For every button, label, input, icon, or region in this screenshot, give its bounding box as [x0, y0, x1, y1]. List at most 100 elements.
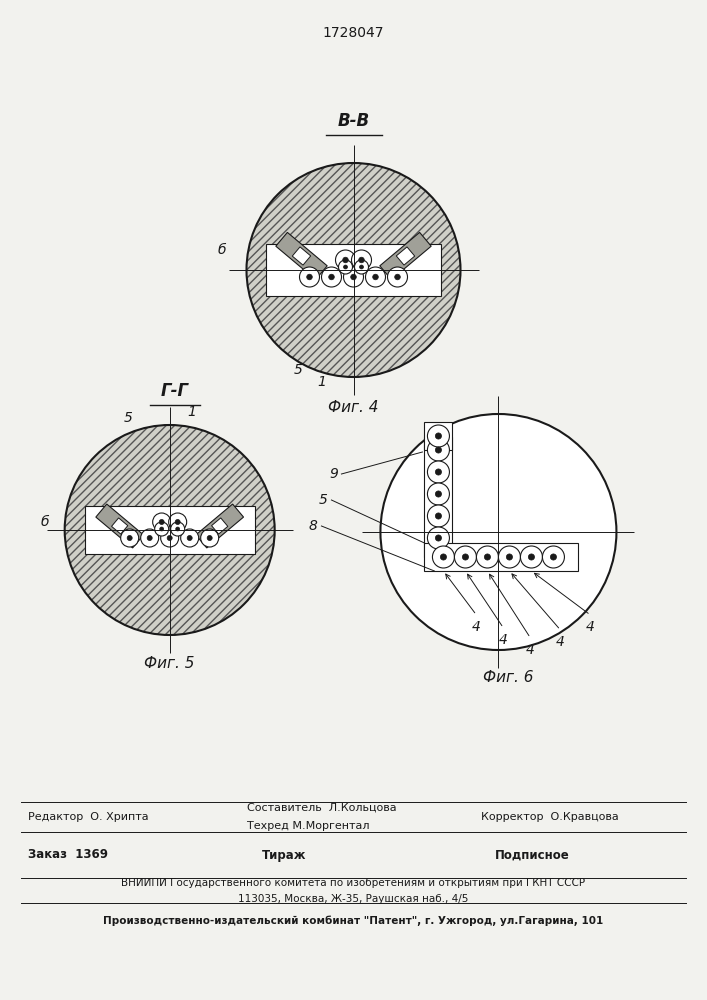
Text: Подписное: Подписное	[495, 848, 570, 861]
Circle shape	[351, 250, 371, 270]
Text: ВНИИПИ Государственного комитета по изобретениям и открытиям при ГКНТ СССР: ВНИИПИ Государственного комитета по изоб…	[122, 878, 585, 888]
Text: 4: 4	[499, 633, 508, 647]
Bar	[424, 437, 452, 557]
Text: Фиг. 6: Фиг. 6	[483, 670, 534, 686]
Circle shape	[207, 535, 212, 541]
Text: Техред М.Моргентал: Техред М.Моргентал	[247, 821, 370, 831]
Circle shape	[160, 527, 163, 531]
Circle shape	[153, 513, 170, 531]
Circle shape	[121, 529, 139, 547]
Circle shape	[64, 425, 275, 635]
Circle shape	[528, 554, 534, 560]
Circle shape	[428, 461, 450, 483]
Circle shape	[141, 529, 158, 547]
Circle shape	[436, 447, 441, 453]
Text: б: б	[217, 243, 226, 257]
Text: В-В: В-В	[337, 112, 370, 130]
Circle shape	[360, 265, 363, 269]
Text: б: б	[40, 515, 49, 529]
Text: 4: 4	[526, 643, 535, 657]
Circle shape	[169, 513, 187, 531]
Circle shape	[484, 554, 491, 560]
Circle shape	[358, 257, 364, 263]
Text: 5: 5	[294, 363, 303, 377]
Text: Фиг. 5: Фиг. 5	[144, 656, 195, 670]
Circle shape	[201, 529, 218, 547]
Text: Составитель  Л.Кольцова: Составитель Л.Кольцова	[247, 803, 397, 813]
Circle shape	[160, 529, 179, 547]
Bar	[424, 422, 452, 450]
Text: 4: 4	[586, 620, 595, 634]
Bar	[266, 244, 441, 296]
Bar	[424, 543, 578, 571]
Circle shape	[247, 163, 460, 377]
Circle shape	[428, 425, 450, 447]
Circle shape	[462, 554, 469, 560]
Text: Производственно-издательский комбинат "Патент", г. Ужгород, ул.Гагарина, 101: Производственно-издательский комбинат "П…	[103, 916, 604, 926]
Circle shape	[436, 535, 441, 541]
Circle shape	[373, 274, 378, 280]
Circle shape	[307, 274, 312, 280]
Polygon shape	[380, 232, 431, 280]
Circle shape	[170, 522, 185, 536]
Circle shape	[433, 546, 455, 568]
Text: 8: 8	[309, 519, 318, 533]
Text: Заказ  1369: Заказ 1369	[28, 848, 108, 861]
Text: 4: 4	[556, 635, 565, 649]
Circle shape	[428, 505, 450, 527]
Circle shape	[506, 554, 513, 560]
Circle shape	[159, 519, 164, 525]
Text: Г-Г: Г-Г	[160, 382, 189, 400]
Text: Корректор  О.Кравцова: Корректор О.Кравцова	[481, 812, 619, 822]
Circle shape	[395, 274, 400, 280]
Text: 113035, Москва, Ж-35, Раушская наб., 4/5: 113035, Москва, Ж-35, Раушская наб., 4/5	[238, 894, 469, 904]
Text: Фиг. 4: Фиг. 4	[328, 399, 379, 414]
Circle shape	[542, 546, 564, 568]
Text: Тираж: Тираж	[262, 848, 306, 861]
Polygon shape	[196, 504, 243, 548]
Circle shape	[181, 529, 199, 547]
Text: 4: 4	[472, 620, 481, 634]
Circle shape	[550, 554, 556, 560]
Circle shape	[127, 535, 132, 541]
Circle shape	[300, 267, 320, 287]
Circle shape	[344, 267, 363, 287]
Circle shape	[380, 414, 617, 650]
Circle shape	[440, 554, 447, 560]
Circle shape	[428, 439, 450, 461]
Polygon shape	[211, 518, 228, 534]
Text: 9: 9	[329, 467, 338, 481]
Text: 1728047: 1728047	[323, 26, 384, 40]
Circle shape	[167, 535, 173, 541]
Text: 5: 5	[319, 493, 328, 507]
Circle shape	[339, 260, 353, 274]
Polygon shape	[96, 504, 144, 548]
Polygon shape	[276, 232, 327, 280]
Circle shape	[351, 274, 356, 280]
Circle shape	[354, 260, 368, 274]
Circle shape	[436, 433, 441, 439]
Polygon shape	[292, 247, 310, 265]
Text: 1: 1	[187, 405, 196, 419]
Text: Редактор  О. Хрипта: Редактор О. Хрипта	[28, 812, 149, 822]
Circle shape	[455, 546, 477, 568]
Circle shape	[436, 513, 441, 519]
Circle shape	[176, 527, 180, 531]
Circle shape	[187, 535, 192, 541]
Circle shape	[336, 250, 356, 270]
Circle shape	[428, 483, 450, 505]
Circle shape	[520, 546, 542, 568]
Circle shape	[387, 267, 407, 287]
Circle shape	[322, 267, 341, 287]
Circle shape	[477, 546, 498, 568]
Circle shape	[147, 535, 152, 541]
Text: 5: 5	[123, 411, 132, 425]
Circle shape	[428, 527, 450, 549]
Circle shape	[366, 267, 385, 287]
Circle shape	[436, 491, 441, 497]
Circle shape	[498, 546, 520, 568]
Circle shape	[344, 265, 347, 269]
Circle shape	[155, 522, 169, 536]
Polygon shape	[397, 247, 415, 265]
Circle shape	[343, 257, 349, 263]
